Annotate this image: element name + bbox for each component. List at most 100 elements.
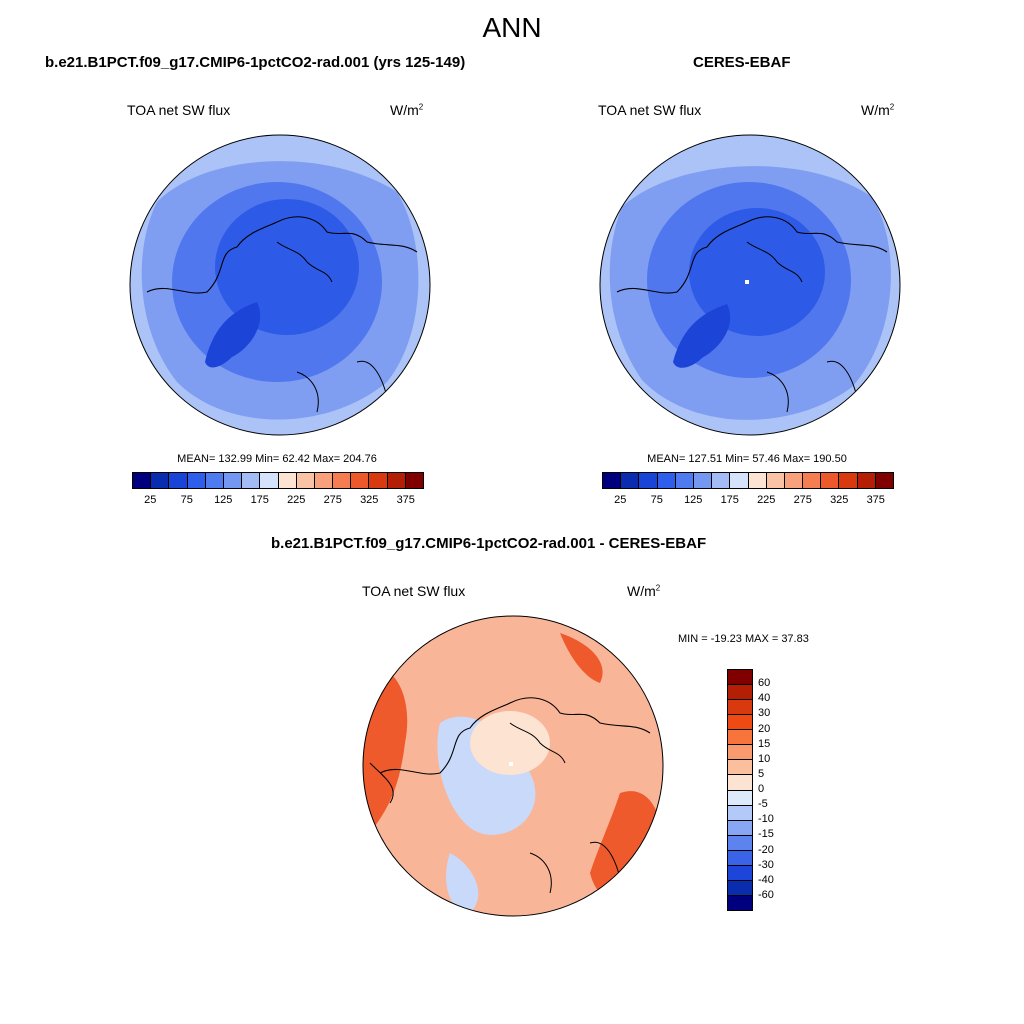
colorbar-tick-label: 75 <box>180 494 193 506</box>
colorbar-swatch <box>728 880 752 896</box>
obs-map-border <box>599 134 901 436</box>
diff-map-polar-cap <box>470 711 550 775</box>
colorbar-level-label: 60 <box>758 677 771 690</box>
diff-polar-map <box>362 615 664 917</box>
colorbar-level-label: 10 <box>758 752 771 765</box>
figure-title: ANN <box>482 12 542 43</box>
diff-colorbar-labels: 60 40 30 20 15 10 5 0 -5 -10 -15 -20 -30 -40 -60 <box>758 669 798 911</box>
colorbar-swatch <box>223 473 243 488</box>
colorbar-swatch <box>728 700 752 716</box>
colorbar-swatch <box>296 473 315 488</box>
obs-variable-label: TOA net SW flux <box>598 102 702 118</box>
colorbar-swatch <box>728 790 752 806</box>
model-units-label: W/m2 <box>390 102 424 118</box>
colorbar-swatch <box>278 473 297 488</box>
obs-polar-map <box>599 134 901 436</box>
colorbar-swatch <box>187 473 206 488</box>
colorbar-swatch <box>728 775 752 791</box>
colorbar-swatch <box>803 473 822 488</box>
model-map-border <box>129 134 431 436</box>
colorbar-level-label: -5 <box>758 798 768 811</box>
model-polar-map <box>129 134 431 436</box>
colorbar-tick-label: 225 <box>757 494 776 506</box>
colorbar-swatch <box>657 473 676 488</box>
colorbar-swatch <box>730 473 749 488</box>
obs-map-polar-cap <box>689 208 825 336</box>
colorbar-tick-label: 175 <box>720 494 739 506</box>
colorbar-swatch <box>857 473 876 488</box>
colorbar-swatch <box>242 473 261 488</box>
diff-variable-label: TOA net SW flux <box>362 583 466 599</box>
colorbar-swatch <box>603 473 622 488</box>
diff-map-pole-missing <box>509 762 513 766</box>
colorbar-swatch <box>133 473 152 488</box>
obs-panel-title: CERES-EBAF <box>693 54 791 71</box>
colorbar-tick-label: 325 <box>360 494 379 506</box>
colorbar-swatch <box>260 473 279 488</box>
colorbar-swatch <box>405 473 423 488</box>
colorbar-swatch <box>728 895 752 910</box>
colorbar-swatch <box>728 715 752 731</box>
obs-stats: MEAN= 127.51 Min= 57.46 Max= 190.50 <box>647 453 847 465</box>
colorbar-swatch <box>621 473 640 488</box>
colorbar-level-label: 5 <box>758 767 765 780</box>
diff-units-label: W/m2 <box>627 583 661 599</box>
colorbar-level-label: -40 <box>758 873 774 886</box>
colorbar-swatch <box>728 730 752 746</box>
colorbar-swatch <box>693 473 713 488</box>
diff-map-coastline <box>379 697 651 775</box>
colorbar-swatch <box>728 685 752 701</box>
diff-panel-title: b.e21.B1PCT.f09_g17.CMIP6-1pctCO2-rad.00… <box>271 535 707 552</box>
colorbar-swatch <box>839 473 858 488</box>
colorbar-level-label: -30 <box>758 858 774 871</box>
colorbar-tick-label: 25 <box>144 494 157 506</box>
diff-map-border <box>362 615 664 917</box>
colorbar-level-label: -60 <box>758 888 774 901</box>
colorbar-swatch <box>333 473 352 488</box>
diff-colorbar <box>727 669 753 911</box>
colorbar-swatch <box>205 473 224 488</box>
colorbar-swatch <box>728 835 752 851</box>
colorbar-swatch <box>387 473 406 488</box>
diff-stats: MIN = -19.23 MAX = 37.83 <box>678 633 809 645</box>
colorbar-swatch <box>675 473 694 488</box>
obs-map-pole-missing <box>745 280 749 284</box>
colorbar-swatch <box>169 473 188 488</box>
colorbar-tick-label: 325 <box>830 494 849 506</box>
colorbar-swatch <box>875 473 893 488</box>
obs-colorbar <box>602 472 894 489</box>
colorbar-tick-label: 275 <box>323 494 342 506</box>
colorbar-swatch <box>821 473 840 488</box>
diff-map-cool-south <box>446 853 479 913</box>
model-map-greenland <box>205 302 261 368</box>
obs-units-label: W/m2 <box>861 102 895 118</box>
colorbar-swatch <box>314 473 334 488</box>
obs-map-greenland <box>673 304 731 368</box>
colorbar-swatch <box>784 473 804 488</box>
obs-colorbar-ticks: 25 75 125 175 225 275 325 375 <box>602 494 894 508</box>
colorbar-level-label: -20 <box>758 843 774 856</box>
colorbar-level-label: 30 <box>758 707 771 720</box>
diff-map-coastline-2 <box>369 722 621 894</box>
diff-map-warm-ne <box>560 633 603 683</box>
obs-map-coastline <box>616 216 888 294</box>
model-map-polar-cap <box>215 199 359 335</box>
colorbar-tick-label: 375 <box>396 494 415 506</box>
colorbar-level-label: -10 <box>758 813 774 826</box>
colorbar-swatch <box>748 473 767 488</box>
colorbar-tick-label: 225 <box>287 494 306 506</box>
colorbar-tick-label: 125 <box>684 494 703 506</box>
model-stats: MEAN= 132.99 Min= 62.42 Max= 204.76 <box>177 453 377 465</box>
colorbar-tick-label: 125 <box>214 494 233 506</box>
colorbar-swatch <box>351 473 370 488</box>
colorbar-swatch <box>766 473 785 488</box>
colorbar-tick-label: 25 <box>614 494 627 506</box>
model-colorbar-ticks: 25 75 125 175 225 275 325 375 <box>132 494 424 508</box>
model-variable-label: TOA net SW flux <box>127 102 231 118</box>
colorbar-tick-label: 75 <box>650 494 663 506</box>
colorbar-level-label: 20 <box>758 722 771 735</box>
model-colorbar <box>132 472 424 489</box>
colorbar-level-label: -15 <box>758 828 774 841</box>
colorbar-tick-label: 375 <box>866 494 885 506</box>
colorbar-swatch <box>728 760 752 776</box>
